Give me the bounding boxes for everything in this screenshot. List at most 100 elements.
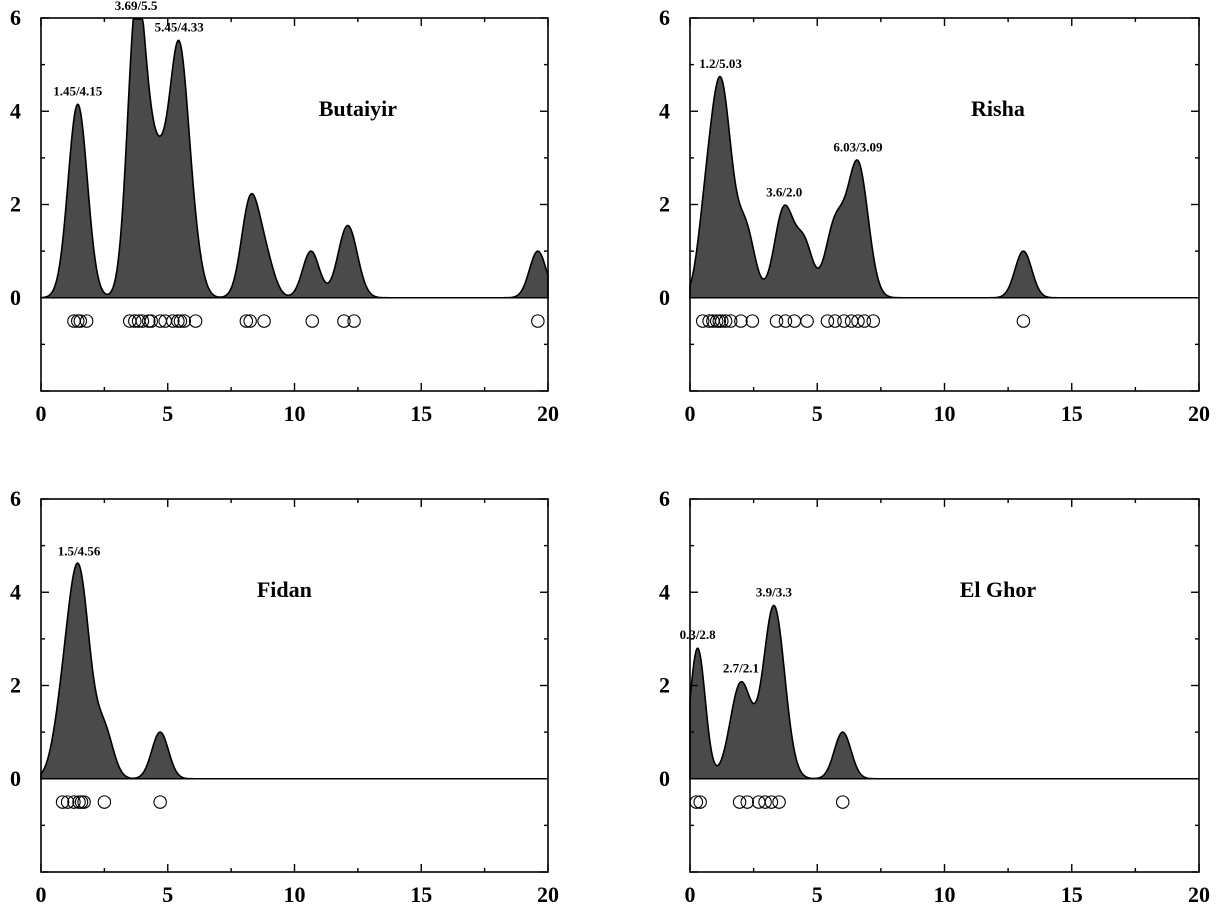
sample-marker [60,795,75,809]
x-tick-label: 10 [284,401,306,426]
peak-label: 3.6/2.0 [766,185,802,200]
x-tick-label: 20 [537,882,559,907]
sample-marker [769,314,784,328]
x-tick-label: 5 [812,401,823,426]
sample-marker [857,314,872,328]
y-tick-label: 6 [659,5,670,30]
sample-marker [79,314,94,328]
sample-marker [837,314,851,328]
panel-fidan: 0 5 10 15 20 0 2 4 6 1.5/4.56 Fidan [10,486,559,907]
sample-marker [734,314,748,328]
panel-el-ghor: 0 5 10 15 20 0 2 4 6 0.3/2.8 2.7/2.1 3.9/3.3 El Ghor [659,486,1210,907]
sample-marker [177,314,191,328]
density-area [40,18,549,299]
y-tick-label: 6 [659,486,670,511]
sample-marker [347,314,361,328]
x-tick-label: 5 [162,401,173,426]
x-tick-label: 20 [1188,401,1210,426]
x-tick-label: 0 [36,401,47,426]
sample-marker [257,314,271,328]
x-tick-label: 15 [1061,401,1083,426]
sample-marker [239,314,254,328]
y-tick-label: 4 [10,98,21,123]
sample-marker [800,314,814,328]
sample-marker [732,795,747,809]
y-tick-label: 2 [659,192,670,217]
sample-marker [695,314,710,328]
sample-marker [745,314,760,328]
sample-marker [828,314,842,328]
y-tick-label: 2 [659,673,670,698]
sample-marker [67,795,81,809]
x-tick-label: 5 [162,882,173,907]
x-tick-label: 10 [934,401,956,426]
sample-marker [715,314,729,328]
sample-marker [778,314,793,328]
peak-label: 1.5/4.56 [58,544,101,559]
x-tick-label: 0 [685,401,696,426]
sample-marker [718,314,733,328]
sample-marker [188,314,203,328]
sample-marker [740,795,755,809]
sample-marker [531,314,545,328]
y-tick-label: 0 [10,285,21,310]
sample-marker [153,795,167,809]
sample-marker [787,314,802,328]
sample-marker [835,795,850,809]
peak-label: 2.7/2.1 [723,661,759,676]
panel-butaiyir: 0 5 10 15 20 0 2 4 6 1.45/4.15 3.69/5.5 5.45/4.33 Bu… [10,0,559,426]
y-tick-label: 6 [10,486,21,511]
plot-frame [40,17,549,392]
panel-risha: 0 5 10 15 20 0 2 4 6 1.2/5.03 3.6/2.0 6.03/3.09 Rish… [659,5,1210,426]
x-tick-label: 20 [537,401,559,426]
sample-marker [723,314,738,328]
x-tick-label: 20 [1188,882,1210,907]
peak-label: 3.9/3.3 [756,584,793,599]
x-tick-label: 15 [410,401,432,426]
x-tick-label: 5 [812,882,823,907]
sample-marker [77,795,91,809]
sample-marker [820,314,835,328]
y-tick-label: 6 [10,5,21,30]
peak-label: 1.45/4.15 [53,83,103,98]
peak-label: 3.69/5.5 [115,0,158,13]
x-tick-label: 0 [685,882,696,907]
sample-marker [73,314,88,328]
sample-marker [305,314,319,328]
sample-marker [74,795,89,809]
sample-marker [866,314,880,328]
y-tick-label: 0 [10,766,21,791]
x-tick-label: 15 [1061,882,1083,907]
x-tick-label: 10 [284,882,306,907]
peak-label: 1.2/5.03 [699,56,742,71]
sample-marker [337,314,351,328]
sample-marker [55,795,70,809]
sample-marker [243,314,257,328]
plot-frame [689,17,1200,392]
sample-marker [772,795,786,809]
y-tick-label: 0 [659,766,670,791]
sample-marker [166,314,180,328]
sample-marker [173,314,188,328]
x-tick-label: 0 [36,882,47,907]
x-tick-label: 15 [410,882,432,907]
panel-title: El Ghor [960,577,1037,602]
panel-title: Fidan [257,577,312,602]
sample-marker [851,314,865,328]
panel-title: Butaiyir [319,96,397,121]
y-tick-label: 4 [659,579,670,604]
y-tick-label: 0 [659,285,670,310]
density-area [689,604,1199,780]
sample-marker [135,314,150,328]
sample-marker [689,795,704,809]
sample-marker [1016,314,1031,328]
sample-marker [693,795,707,809]
sample-marker [764,795,779,809]
sample-marker [144,314,159,328]
peak-label: 5.45/4.33 [155,20,205,35]
peak-label: 0.3/2.8 [680,627,717,642]
sample-marker [758,795,772,809]
y-tick-label: 2 [10,673,21,698]
peak-label: 6.03/3.09 [833,139,883,154]
